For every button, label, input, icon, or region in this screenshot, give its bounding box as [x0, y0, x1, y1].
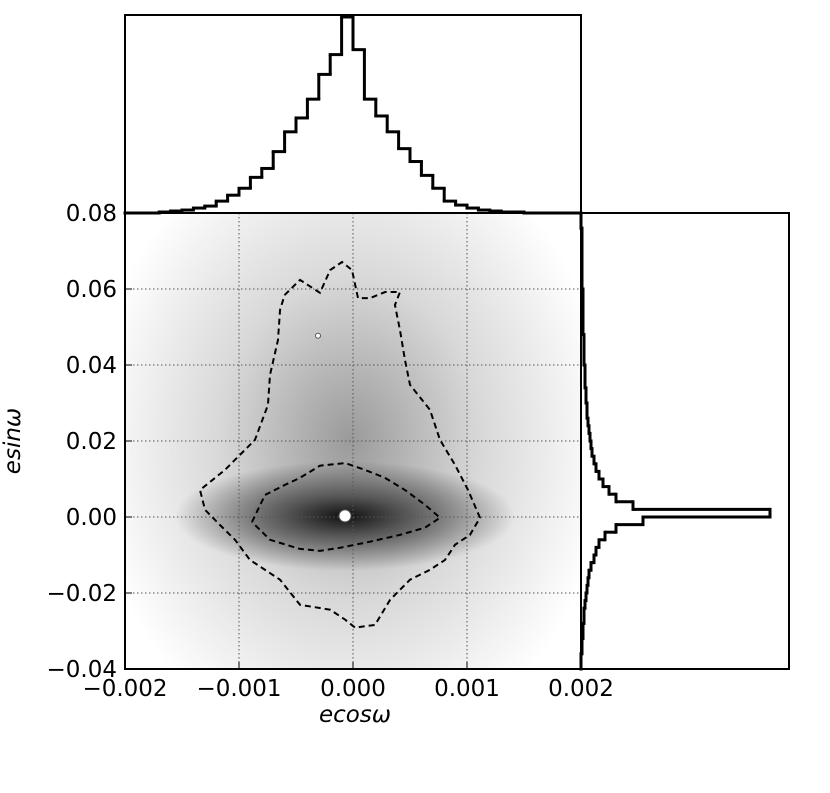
axes-frame [124, 14, 582, 214]
contour-line [198, 260, 482, 629]
y-tick-label: −0.02 [47, 581, 117, 607]
contour-line [251, 462, 442, 552]
y-tick-label: 0.02 [66, 429, 117, 455]
x-tick-label: −0.001 [196, 676, 281, 702]
density [125, 213, 581, 669]
y-tick-label: 0.00 [66, 505, 117, 531]
plot-layer: −0.002 −0.001 0.000 0.001 0.002 −0.04 −0.02 0.0… [47, 14, 790, 702]
point-marker [315, 332, 322, 339]
axes-frame [580, 212, 790, 670]
x-axis-label: ecosω [319, 702, 391, 728]
density-halo [125, 213, 581, 669]
y-tick-label: −0.04 [47, 657, 117, 683]
x-tick-label: 0.001 [434, 676, 500, 702]
x-tick-label: −0.002 [82, 676, 167, 702]
y-axis-label: esinω [0, 408, 26, 474]
point-marker [338, 509, 352, 523]
x-tick-label: 0.000 [320, 676, 386, 702]
y-tick-label: 0.04 [66, 353, 117, 379]
x-tick-label: 0.002 [548, 676, 614, 702]
y-tick-label: 0.06 [66, 277, 117, 303]
y-tick-label: 0.08 [66, 201, 117, 227]
